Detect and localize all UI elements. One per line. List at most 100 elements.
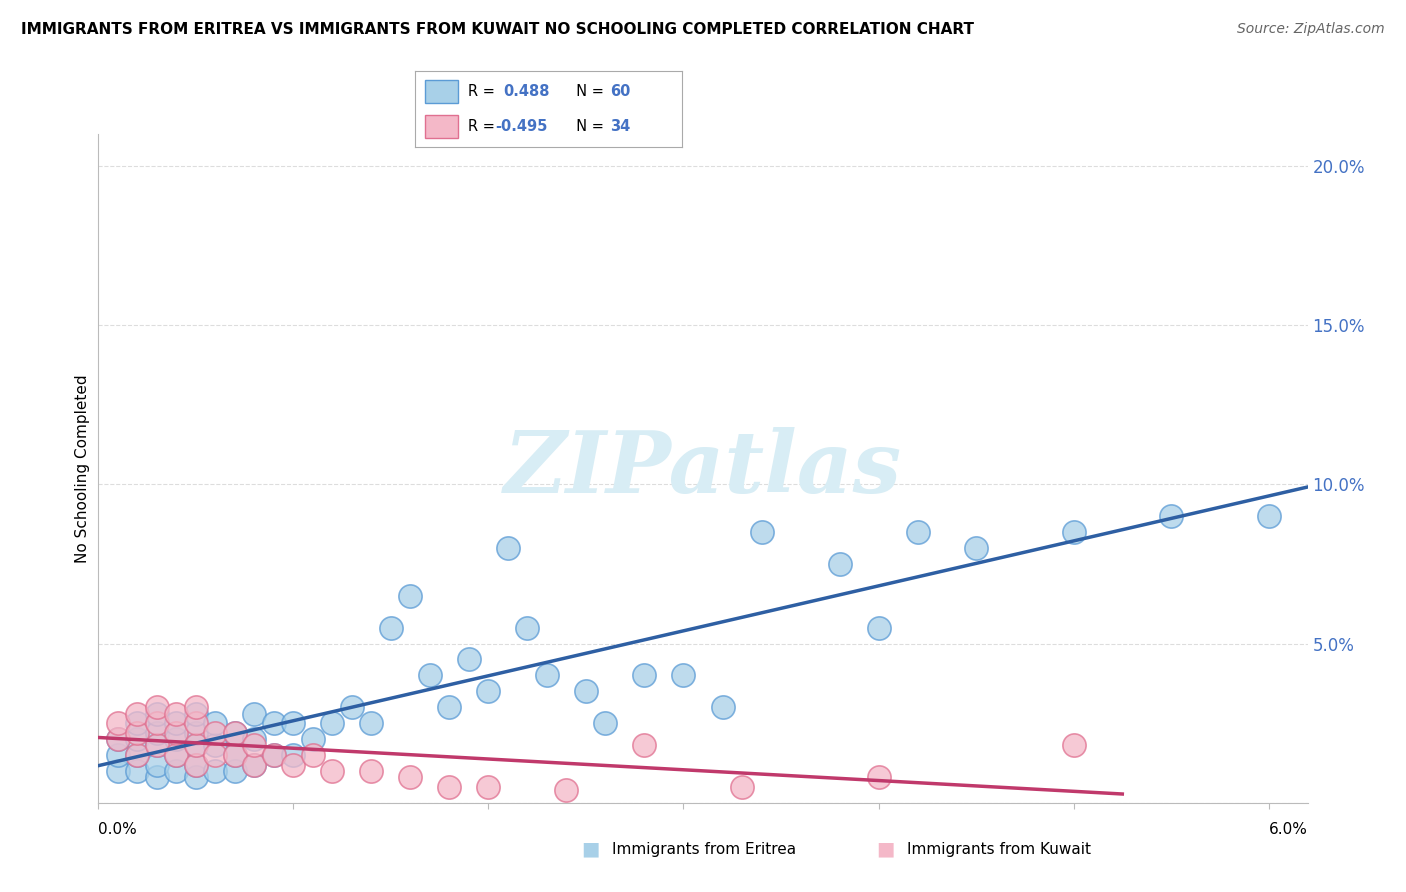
Point bbox=[536, 668, 558, 682]
Point bbox=[243, 757, 266, 772]
Point bbox=[146, 725, 169, 739]
Point bbox=[263, 747, 285, 762]
Point bbox=[243, 706, 266, 721]
Text: ■: ■ bbox=[876, 839, 896, 859]
Text: 6.0%: 6.0% bbox=[1268, 822, 1308, 837]
Point bbox=[283, 757, 305, 772]
Point bbox=[184, 716, 207, 731]
Point bbox=[146, 700, 169, 714]
FancyBboxPatch shape bbox=[426, 80, 457, 103]
Y-axis label: No Schooling Completed: No Schooling Completed bbox=[75, 374, 90, 563]
Point bbox=[224, 764, 246, 778]
Point bbox=[107, 716, 129, 731]
Point bbox=[1063, 739, 1085, 753]
Point bbox=[204, 764, 226, 778]
Point bbox=[340, 700, 363, 714]
Point bbox=[868, 770, 890, 784]
Point bbox=[127, 725, 149, 739]
Point bbox=[302, 747, 325, 762]
Text: -0.495: -0.495 bbox=[495, 120, 547, 134]
Point bbox=[146, 739, 169, 753]
Text: N =: N = bbox=[567, 120, 609, 134]
Text: IMMIGRANTS FROM ERITREA VS IMMIGRANTS FROM KUWAIT NO SCHOOLING COMPLETED CORRELA: IMMIGRANTS FROM ERITREA VS IMMIGRANTS FR… bbox=[21, 22, 974, 37]
Point bbox=[127, 706, 149, 721]
Text: 0.0%: 0.0% bbox=[98, 822, 138, 837]
Point bbox=[439, 700, 461, 714]
Point bbox=[263, 716, 285, 731]
Point bbox=[243, 739, 266, 753]
Point bbox=[107, 732, 129, 747]
Point bbox=[184, 700, 207, 714]
Point bbox=[184, 757, 207, 772]
Point bbox=[224, 725, 246, 739]
Point bbox=[107, 732, 129, 747]
Text: Source: ZipAtlas.com: Source: ZipAtlas.com bbox=[1237, 22, 1385, 37]
Point bbox=[184, 757, 207, 772]
Point bbox=[204, 725, 226, 739]
Point bbox=[595, 716, 617, 731]
Point bbox=[458, 652, 481, 666]
Point bbox=[165, 764, 187, 778]
Point bbox=[184, 706, 207, 721]
Point bbox=[146, 706, 169, 721]
Point bbox=[1257, 509, 1279, 524]
Point bbox=[107, 747, 129, 762]
Point bbox=[127, 747, 149, 762]
Point bbox=[419, 668, 441, 682]
Point bbox=[184, 739, 207, 753]
Point bbox=[146, 757, 169, 772]
Point bbox=[165, 747, 187, 762]
Point bbox=[321, 764, 343, 778]
Point bbox=[204, 716, 226, 731]
Point bbox=[184, 739, 207, 753]
Point bbox=[127, 747, 149, 762]
Point bbox=[224, 747, 246, 762]
Point bbox=[399, 770, 422, 784]
Point bbox=[555, 783, 578, 797]
Text: N =: N = bbox=[567, 85, 609, 99]
Text: R =: R = bbox=[468, 120, 499, 134]
Text: R =: R = bbox=[468, 85, 505, 99]
Point bbox=[204, 739, 226, 753]
Point bbox=[711, 700, 734, 714]
Point bbox=[1063, 524, 1085, 539]
Text: Immigrants from Eritrea: Immigrants from Eritrea bbox=[612, 842, 796, 856]
Point bbox=[165, 732, 187, 747]
Point bbox=[1160, 509, 1182, 524]
Point bbox=[633, 739, 655, 753]
Text: ZIPatlas: ZIPatlas bbox=[503, 426, 903, 510]
Point bbox=[302, 732, 325, 747]
Point bbox=[575, 684, 598, 698]
Point bbox=[184, 725, 207, 739]
Text: 60: 60 bbox=[610, 85, 630, 99]
Point bbox=[127, 716, 149, 731]
Text: ■: ■ bbox=[581, 839, 600, 859]
Point bbox=[243, 757, 266, 772]
Point bbox=[283, 716, 305, 731]
Point bbox=[907, 524, 929, 539]
Point bbox=[165, 706, 187, 721]
Point bbox=[283, 747, 305, 762]
Point bbox=[165, 747, 187, 762]
Point bbox=[496, 541, 519, 555]
Point bbox=[633, 668, 655, 682]
Point bbox=[477, 684, 499, 698]
Point bbox=[751, 524, 773, 539]
Point bbox=[146, 770, 169, 784]
Point bbox=[828, 557, 851, 571]
Point bbox=[380, 621, 402, 635]
Point bbox=[399, 589, 422, 603]
Point bbox=[965, 541, 987, 555]
Text: 0.488: 0.488 bbox=[503, 85, 550, 99]
Point bbox=[672, 668, 695, 682]
Point bbox=[165, 716, 187, 731]
Point bbox=[243, 732, 266, 747]
Point bbox=[477, 780, 499, 794]
Point bbox=[107, 764, 129, 778]
Point bbox=[224, 725, 246, 739]
Point bbox=[146, 739, 169, 753]
FancyBboxPatch shape bbox=[426, 115, 457, 138]
Point bbox=[360, 764, 382, 778]
Point bbox=[439, 780, 461, 794]
Point bbox=[204, 747, 226, 762]
